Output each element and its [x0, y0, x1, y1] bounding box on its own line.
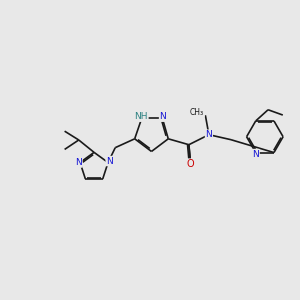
Text: N: N: [106, 157, 113, 166]
Text: NH: NH: [134, 112, 148, 121]
Text: CH₃: CH₃: [190, 108, 204, 117]
Text: O: O: [187, 159, 194, 169]
Text: N: N: [160, 112, 166, 121]
Text: N: N: [252, 149, 259, 158]
Text: N: N: [75, 158, 82, 167]
Text: N: N: [206, 130, 212, 139]
